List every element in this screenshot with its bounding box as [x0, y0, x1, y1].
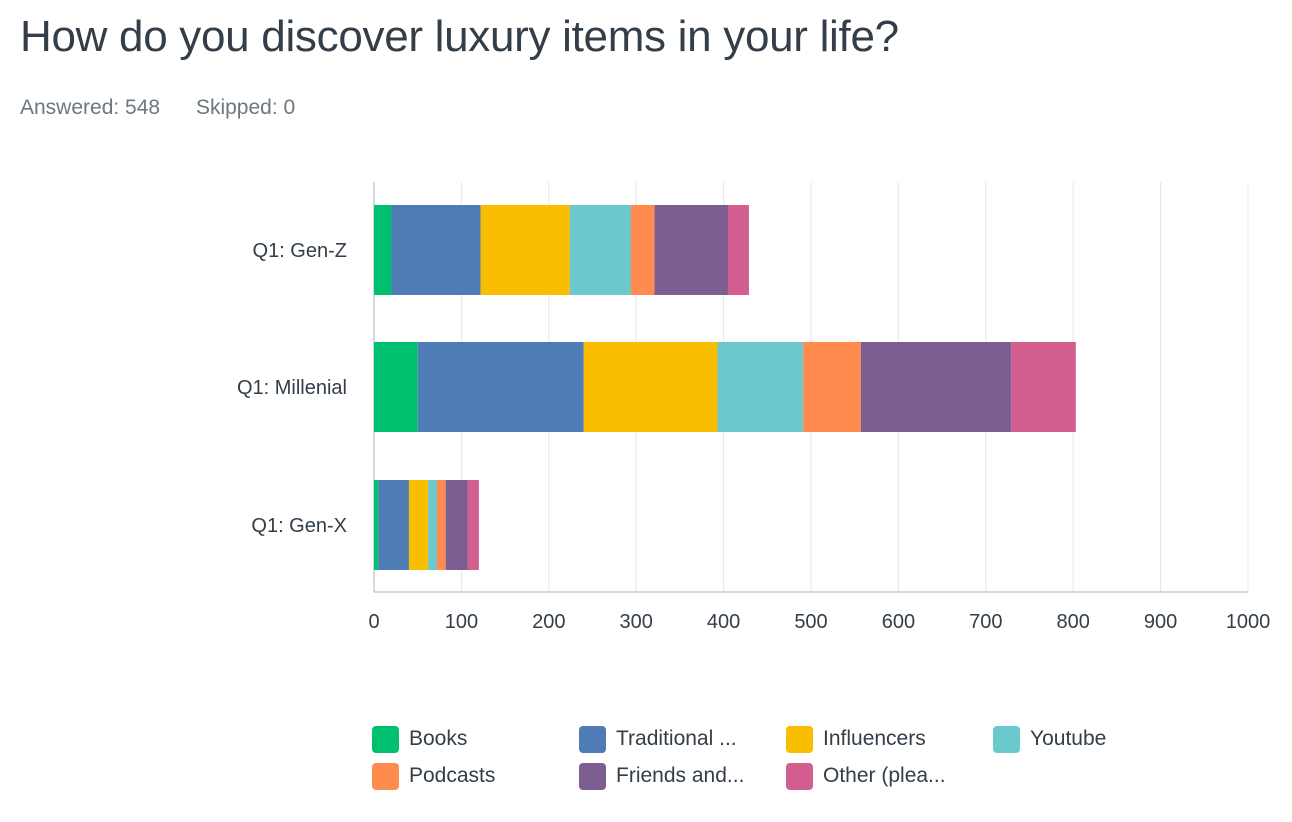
legend-label: Traditional ... [616, 727, 737, 750]
legend-swatch [579, 725, 606, 753]
category-label: Q1: Millenial [237, 377, 347, 399]
legend-label: Influencers [823, 727, 926, 750]
legend-label: Youtube [1030, 727, 1107, 750]
legend-item[interactable]: Friends and... [579, 761, 744, 791]
response-stats: Answered: 548 Skipped: 0 [20, 96, 325, 120]
page-title: How do you discover luxury items in your… [20, 12, 899, 61]
bar-segment-influencers [480, 205, 570, 295]
x-tick-label: 700 [969, 611, 1002, 633]
legend-item[interactable]: Youtube [993, 724, 1106, 754]
x-tick-label: 500 [794, 611, 827, 633]
bar-segment-youtube [569, 205, 631, 295]
bar-segment-youtube [717, 342, 804, 432]
x-tick-label: 0 [368, 611, 379, 633]
skipped-count: Skipped: 0 [195, 96, 296, 119]
x-tick-label: 1000 [1226, 611, 1271, 633]
bar-segment-youtube [428, 480, 437, 570]
legend-item[interactable]: Books [372, 724, 467, 754]
bar-segment-friends-and [654, 205, 728, 295]
bar-segment-traditional [417, 342, 584, 432]
bar-segment-other-plea [727, 205, 749, 295]
legend-item[interactable]: Other (plea... [786, 761, 946, 791]
legend-item[interactable]: Podcasts [372, 761, 495, 791]
legend-label: Books [409, 727, 468, 750]
bar-segment-traditional [378, 480, 409, 570]
bar-segment-influencers [583, 342, 718, 432]
legend-swatch [993, 725, 1020, 753]
x-tick-label: 200 [532, 611, 565, 633]
category-label: Q1: Gen-Z [253, 240, 347, 262]
bar-segment-other-plea [1011, 342, 1076, 432]
x-tick-label: 900 [1144, 611, 1177, 633]
bar-segment-friends-and [445, 480, 468, 570]
bar-segment-books [374, 480, 379, 570]
legend-swatch [372, 762, 399, 790]
legend-label: Friends and... [616, 764, 745, 787]
legend-item[interactable]: Traditional ... [579, 724, 737, 754]
legend-swatch [786, 725, 813, 753]
bar-segment-books [374, 342, 418, 432]
bar-segment-influencers [408, 480, 429, 570]
x-tick-label: 800 [1057, 611, 1090, 633]
bar-segment-podcasts [436, 480, 446, 570]
stacked-bar-chart: 0 100 200 300 400 500 600 700 800 900 1000 Q1: Gen-… [237, 182, 1271, 633]
bar-segment-other-plea [467, 480, 479, 570]
chart-legend: Books Traditional ... Influencers Youtube Po… [372, 724, 1232, 804]
legend-swatch [579, 762, 606, 790]
answered-count: Answered: 548 [20, 96, 161, 119]
legend-label: Other (plea... [823, 764, 946, 787]
legend-swatch [786, 762, 813, 790]
x-tick-label: 600 [882, 611, 915, 633]
bar-segment-friends-and [860, 342, 1012, 432]
bar-segment-podcasts [630, 205, 655, 295]
bar-segment-books [374, 205, 392, 295]
legend-item[interactable]: Influencers [786, 724, 926, 754]
category-label: Q1: Gen-X [251, 515, 347, 537]
bar-segment-traditional [391, 205, 481, 295]
x-tick-label: 300 [620, 611, 653, 633]
legend-label: Podcasts [409, 764, 496, 787]
bar-segment-podcasts [803, 342, 861, 432]
legend-swatch [372, 725, 399, 753]
x-tick-label: 400 [707, 611, 740, 633]
x-tick-label: 100 [445, 611, 478, 633]
